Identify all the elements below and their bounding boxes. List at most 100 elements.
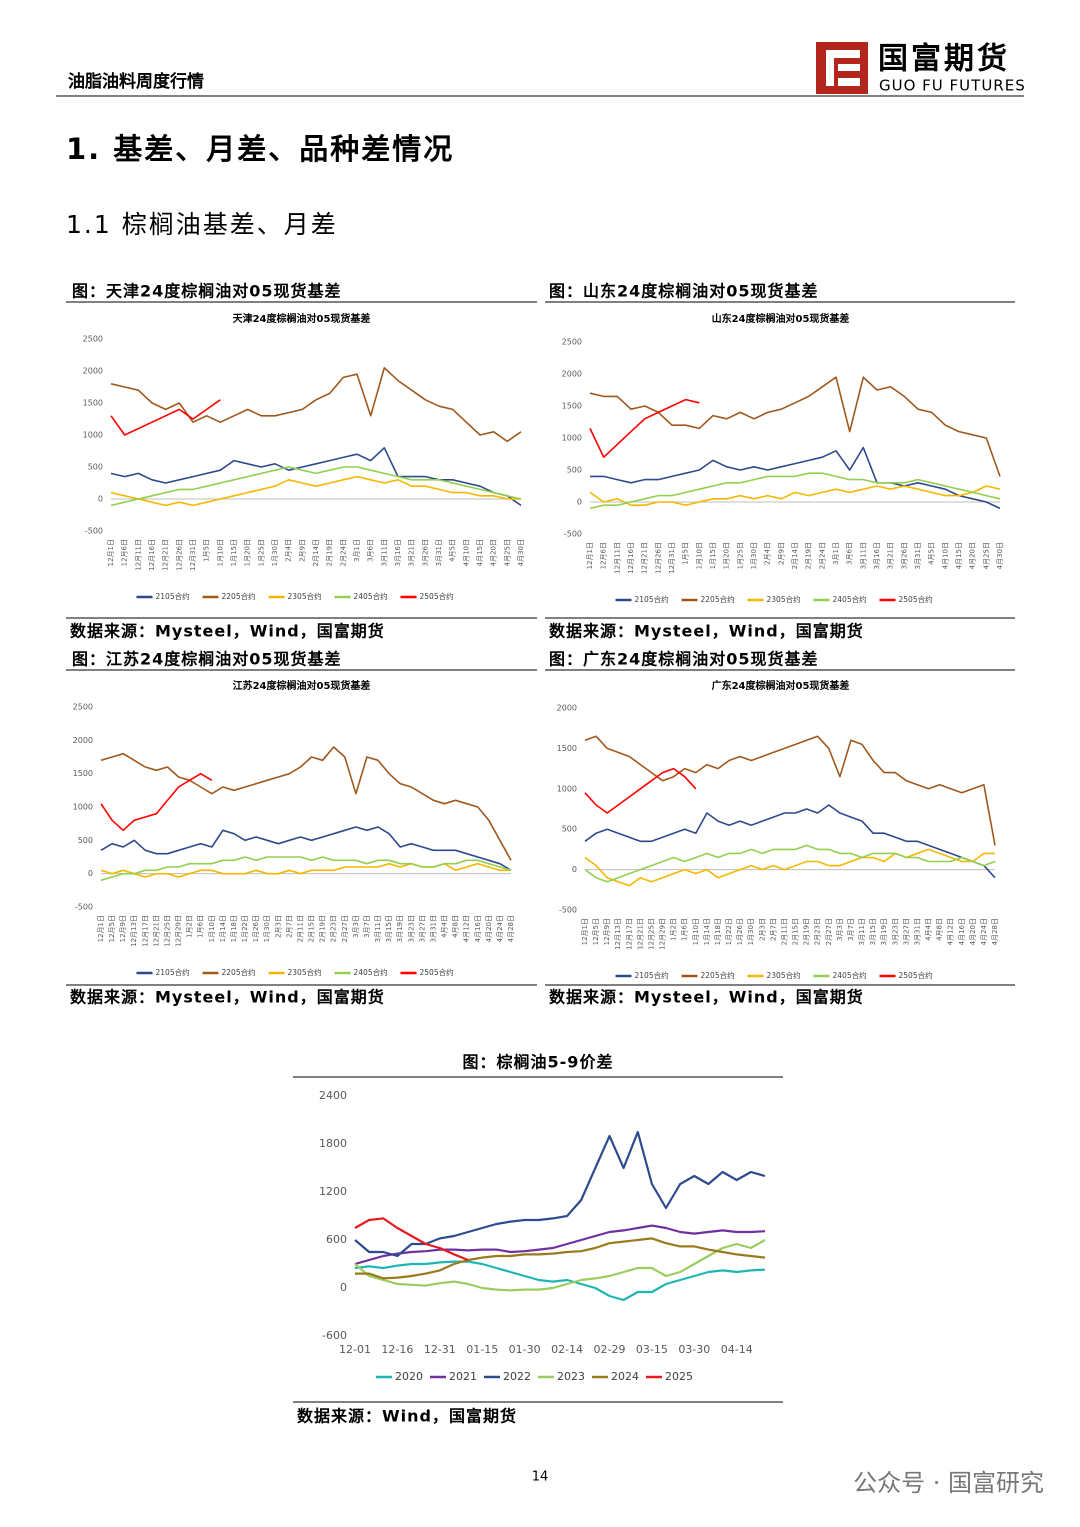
section-title: 1. 基差、月差、品种差情况 bbox=[66, 132, 454, 166]
x-tick-label: 01-30 bbox=[509, 1343, 541, 1356]
y-tick-label: 1200 bbox=[319, 1185, 347, 1198]
x-tick-label: 12-31 bbox=[424, 1343, 456, 1356]
x-tick-label: 2月23日 bbox=[330, 915, 338, 942]
x-tick-label: 3月27日 bbox=[902, 918, 910, 945]
x-tick-label: 3月16日 bbox=[394, 539, 402, 566]
x-tick-label: 4月20日 bbox=[969, 918, 977, 945]
x-tick-label: 2月27日 bbox=[341, 915, 349, 942]
series-line bbox=[354, 1260, 766, 1302]
x-tick-label: 12月5日 bbox=[592, 918, 600, 945]
x-tick-label: 02-14 bbox=[551, 1343, 583, 1356]
x-tick-label: 2月3日 bbox=[274, 915, 282, 938]
x-tick-label: 2月24日 bbox=[818, 542, 826, 569]
x-tick-label: 4月20日 bbox=[485, 915, 493, 942]
x-tick-label: 3月1日 bbox=[832, 542, 840, 565]
x-tick-label: 12-16 bbox=[381, 1343, 413, 1356]
y-tick-label: 1500 bbox=[557, 744, 577, 753]
figure-source: 数据来源：Mysteel，Wind，国富期货 bbox=[70, 988, 385, 1007]
y-tick-label: 2400 bbox=[319, 1089, 347, 1102]
x-tick-label: 3月11日 bbox=[380, 539, 388, 566]
x-tick-label: 12月25日 bbox=[647, 918, 655, 950]
series-line bbox=[354, 1217, 469, 1262]
x-tick-label: 12月1日 bbox=[581, 918, 589, 945]
series-line bbox=[110, 399, 221, 436]
series-line bbox=[589, 485, 1001, 506]
x-tick-label: 4月16日 bbox=[958, 918, 966, 945]
x-tick-label: 1月30日 bbox=[271, 539, 279, 566]
y-tick-label: 0 bbox=[88, 869, 93, 878]
series-line bbox=[589, 472, 1001, 510]
series-line bbox=[100, 772, 213, 832]
figure-source: 数据来源：Mysteel，Wind，国富期货 bbox=[549, 988, 864, 1007]
y-tick-label: 500 bbox=[88, 463, 103, 472]
y-tick-label: 2000 bbox=[557, 704, 577, 713]
x-tick-label: 4月25日 bbox=[503, 539, 511, 566]
x-tick-label: 3月31日 bbox=[435, 539, 443, 566]
y-tick-label: 2000 bbox=[73, 736, 93, 745]
legend-label: 2025 bbox=[665, 1370, 693, 1383]
figure-caption: 图：江苏24度棕榈油对05现货基差 bbox=[72, 650, 342, 669]
x-tick-label: 1月25日 bbox=[736, 542, 744, 569]
x-tick-label: 1月6日 bbox=[681, 918, 689, 941]
legend-label: 2205合约 bbox=[701, 970, 735, 980]
x-tick-label: 3月19日 bbox=[880, 918, 888, 945]
legend-label: 2405合约 bbox=[354, 967, 388, 977]
x-tick-label: 3月27日 bbox=[418, 915, 426, 942]
x-tick-label: 01-15 bbox=[466, 1343, 498, 1356]
figure-source: 数据来源：Mysteel，Wind，国富期货 bbox=[70, 622, 385, 641]
series-line bbox=[354, 1239, 766, 1292]
legend-label: 2105合约 bbox=[635, 970, 669, 980]
x-tick-label: 04-14 bbox=[721, 1343, 753, 1356]
legend-label: 2505合约 bbox=[420, 967, 454, 977]
figure-caption: 图：广东24度棕榈油对05现货基差 bbox=[549, 650, 819, 669]
x-tick-label: 2月7日 bbox=[285, 915, 293, 938]
series-line bbox=[355, 1237, 766, 1280]
y-tick-label: 2000 bbox=[562, 370, 582, 379]
y-tick-label: 1500 bbox=[73, 769, 93, 778]
x-tick-label: 4月20日 bbox=[490, 539, 498, 566]
x-tick-label: 4月5日 bbox=[449, 539, 457, 562]
x-tick-label: 3月31日 bbox=[914, 542, 922, 569]
x-tick-label: 4月25日 bbox=[982, 542, 990, 569]
legend-label: 2205合约 bbox=[701, 594, 735, 604]
subsection-title: 1.1 棕榈油基差、月差 bbox=[66, 210, 338, 239]
y-tick-label: 2500 bbox=[73, 703, 93, 712]
y-tick-label: 0 bbox=[577, 498, 582, 507]
x-tick-label: 1月18日 bbox=[230, 915, 238, 942]
legend-label: 2505合约 bbox=[899, 594, 933, 604]
x-tick-label: 4月15日 bbox=[955, 542, 963, 569]
legend-label: 2305合约 bbox=[767, 594, 801, 604]
y-tick-label: 1000 bbox=[557, 784, 577, 793]
legend-label: 2105合约 bbox=[635, 594, 669, 604]
x-tick-label: 12-01 bbox=[339, 1343, 371, 1356]
chart-title: 天津24度棕榈油对05现货基差 bbox=[233, 312, 371, 325]
x-tick-label: 12月5日 bbox=[108, 915, 116, 942]
x-tick-label: 2月19日 bbox=[803, 918, 811, 945]
x-tick-label: 12月29日 bbox=[659, 918, 667, 950]
x-tick-label: 2月15日 bbox=[308, 915, 316, 942]
x-tick-label: 12月26日 bbox=[175, 539, 183, 571]
chart-title: 江苏24度棕榈油对05现货基差 bbox=[233, 679, 371, 692]
legend-label: 2205合约 bbox=[222, 591, 256, 601]
chart-title: 山东24度棕榈油对05现货基差 bbox=[712, 312, 850, 325]
x-tick-label: 12月31日 bbox=[668, 542, 676, 574]
chart: 广东24度棕榈油对05现货基差 -500 0 500 1000 1500 2000 12月1日… bbox=[557, 679, 999, 980]
x-tick-label: 12月1日 bbox=[97, 915, 105, 942]
x-tick-label: 12月13日 bbox=[130, 915, 138, 947]
y-tick-label: 2000 bbox=[83, 367, 103, 376]
y-tick-label: 500 bbox=[567, 466, 582, 475]
page-number: 14 bbox=[532, 1470, 549, 1485]
x-tick-label: 3月15日 bbox=[385, 915, 393, 942]
legend-label: 2105合约 bbox=[156, 591, 190, 601]
x-tick-label: 2月15日 bbox=[792, 918, 800, 945]
x-tick-label: 4月16日 bbox=[474, 915, 482, 942]
series-line bbox=[584, 844, 996, 883]
y-tick-label: 1500 bbox=[562, 402, 582, 411]
x-tick-label: 1月10日 bbox=[692, 918, 700, 945]
x-tick-label: 4月10日 bbox=[941, 542, 949, 569]
x-tick-label: 3月21日 bbox=[887, 542, 895, 569]
x-tick-label: 1月22日 bbox=[241, 915, 249, 942]
x-tick-label: 2月9日 bbox=[777, 542, 785, 565]
x-tick-label: 4月5日 bbox=[928, 542, 936, 565]
x-tick-label: 1月5日 bbox=[682, 542, 690, 565]
